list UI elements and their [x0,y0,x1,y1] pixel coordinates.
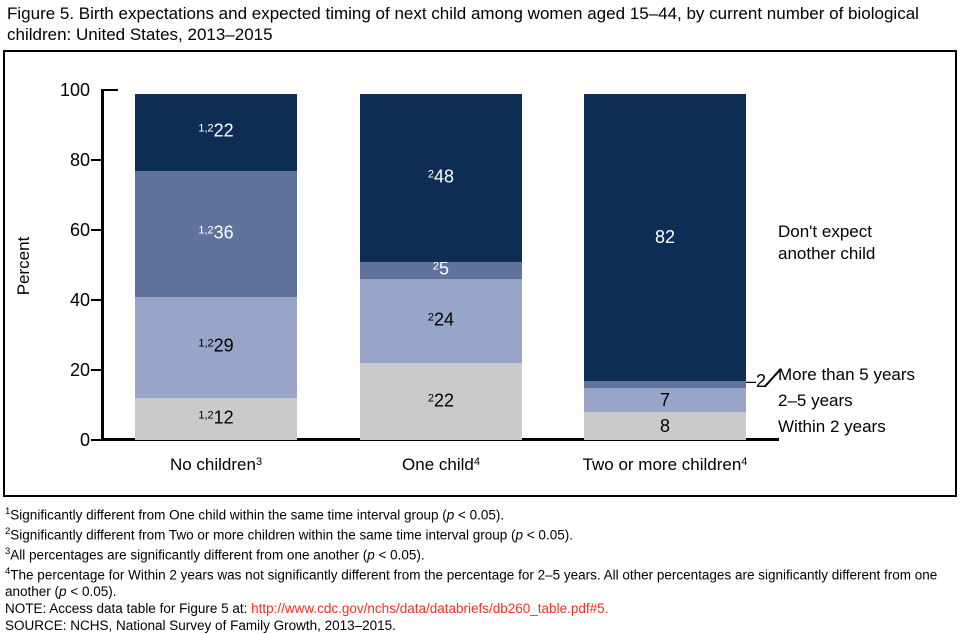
y-tick-label: 0 [79,430,90,450]
bar-segment-label: 1,236 [198,222,234,242]
chart-frame: 0 20 40 60 80 100 1,212 1,229 1,236 1,222 No child… [3,50,957,497]
footnote-2-end: < 0.05). [523,527,573,543]
x-category-label: One child4 [402,455,480,474]
bar-segment-label: 7 [659,389,670,410]
data-table-link[interactable]: http://www.cdc.gov/nchs/data/databriefs/… [251,600,609,616]
footnote-4-sup: 4 [5,566,11,578]
footnote-3-text: All percentages are significantly differ… [10,547,368,563]
footnote-2-p: p [515,527,524,543]
footnote-1-text: Significantly different from One child w… [10,507,447,523]
y-axis-line [101,89,104,441]
footnote-1: 1Significantly different from One child … [5,504,953,524]
footnote-3: 3All percentages are significantly diffe… [5,544,953,564]
x-category-label: Two or more children4 [582,455,748,474]
y-tick [91,439,101,441]
plot-area: 0 20 40 60 80 100 1,212 1,229 1,236 1,222 No child… [5,52,955,495]
bar-segment-label: 82 [654,227,676,247]
footnote-2-text: Significantly different from Two or more… [10,527,516,543]
footnote-4-p: p [59,584,67,600]
y-tick-label: 80 [69,150,90,170]
y-tick-label: 20 [69,360,90,380]
legend-label-more-than-5-years: More than 5 years [778,365,916,384]
footnote-4-text: The percentage for Within 2 years was no… [5,567,938,600]
bar-segment [360,363,522,440]
bar-segment-label: 1,212 [198,407,234,428]
bar-segment-label: 224 [427,309,455,330]
bar-segment [135,93,297,171]
bar-segment [584,380,746,388]
figure-title: Figure 5. Birth expectations and expecte… [7,4,919,44]
legend-label-dont-expect: Don't expect another child [778,222,876,263]
footnote-2-sup: 2 [5,526,11,538]
legend-label-within-2-years: Within 2 years [778,417,886,436]
legend-label-2-5-years: 2–5 years [778,391,853,410]
footnote-3-p: p [367,547,375,563]
footnotes: 1Significantly different from One child … [5,504,953,634]
y-tick [91,229,101,231]
bar-segment [135,170,297,297]
outside-segment-label: –2 [746,371,767,391]
bar-segment [360,279,522,363]
y-tick [91,369,101,371]
x-category-label: No children3 [169,455,263,474]
footnote-4-end: < 0.05). [66,584,117,600]
note-prefix: NOTE: Access data table for Figure 5 at: [5,600,252,616]
bar-segment-label: 1,229 [198,335,234,356]
bar-segment [360,93,522,262]
bar-segment [584,412,746,440]
bar-segment-label: 1,222 [198,120,234,141]
y-tick-label: 100 [59,80,90,100]
y-tick [104,89,118,91]
bar-segment-label: 25 [432,258,450,279]
footnote-3-sup: 3 [5,546,11,558]
y-tick-label: 60 [69,220,90,240]
footnote-1-sup: 1 [5,506,11,517]
y-tick [91,299,101,301]
bar-segment-label: 8 [659,416,670,436]
bar-segment-label: 248 [427,166,455,186]
footnote-3-end: < 0.05). [374,547,425,563]
footnote-2: 2Significantly different from Two or mor… [5,524,953,544]
y-tick-label: 40 [69,290,90,310]
footnote-1-end: < 0.05). [454,507,505,523]
bar-segment [584,93,746,381]
bar-segment-label: 222 [427,390,455,410]
source-line: SOURCE: NCHS, National Survey of Family … [5,617,396,633]
y-tick [91,159,101,161]
bar-segment [135,296,297,398]
bar-segment [135,398,297,440]
note-line: NOTE: Access data table for Figure 5 at:… [5,601,953,618]
bar-segment [360,261,522,279]
footnote-4: 4The percentage for Within 2 years was n… [5,564,953,601]
y-axis-title: Percent [14,236,33,296]
footnote-1-p: p [446,507,455,523]
bar-segment [584,387,746,412]
